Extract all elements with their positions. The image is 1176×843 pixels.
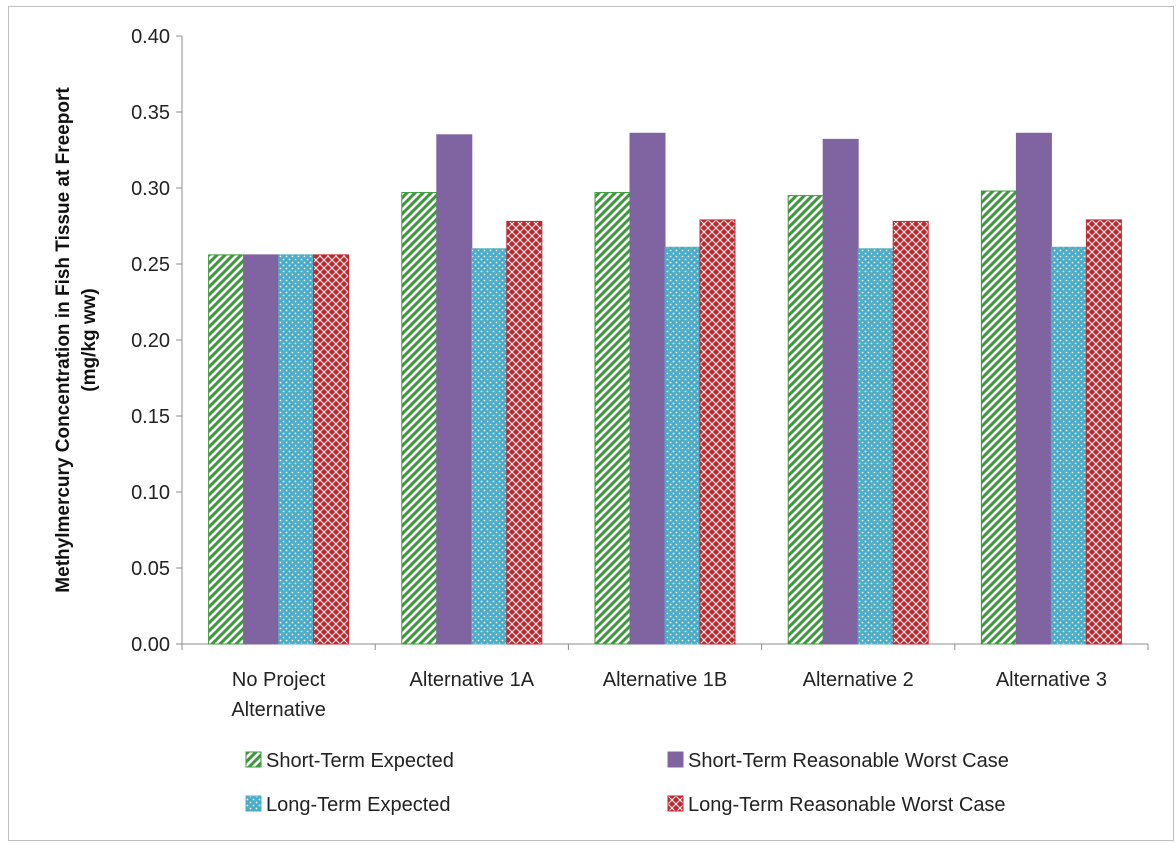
- x-category-label: No Project Alternative: [231, 669, 326, 721]
- y-tick-label: 0.15: [131, 406, 170, 428]
- bar: [980, 190, 1017, 645]
- bar: [892, 220, 929, 645]
- y-tick-label: 0.05: [131, 558, 170, 580]
- legend-label: Short-Term Expected: [266, 750, 454, 772]
- y-tick-label: 0.25: [131, 254, 170, 276]
- legend-label: Long-Term Reasonable Worst Case: [688, 794, 1006, 816]
- legend: Short-Term Expected Short-Term Reasonable…: [245, 750, 1009, 816]
- legend-label: Long-Term Expected: [266, 794, 451, 816]
- x-axis-labels: No Project Alternative Alternative 1A Alter…: [231, 669, 1107, 721]
- y-tick-label: 0.20: [131, 330, 170, 352]
- y-tick-label: 0.00: [131, 634, 170, 656]
- bar: [1050, 246, 1087, 645]
- bar: [1085, 219, 1122, 645]
- bar: [471, 248, 508, 645]
- bar: [857, 248, 894, 645]
- x-category-label: Alternative 2: [803, 669, 914, 691]
- bar: [822, 138, 859, 645]
- bars: [181, 132, 1149, 650]
- y-tick-label: 0.30: [131, 178, 170, 200]
- bar: [243, 254, 280, 645]
- x-category-label: Alternative 1B: [603, 669, 728, 691]
- legend-swatch: [667, 795, 684, 812]
- bar: [208, 254, 245, 645]
- bar: [664, 246, 701, 645]
- bar: [787, 195, 824, 645]
- y-axis-ticks: 0.00 0.05 0.10 0.15 0.20 0.25 0.30 0.35 0.40: [131, 26, 182, 656]
- bar: [278, 254, 315, 645]
- bar: [1015, 132, 1052, 645]
- y-axis-title-line-2: (mg/kg ww): [79, 288, 100, 391]
- bar: [506, 220, 543, 645]
- bar: [401, 192, 438, 645]
- bar: [594, 192, 631, 645]
- y-axis-title: Methylmercury Concentration in Fish Tiss…: [53, 87, 100, 593]
- legend-label: Short-Term Reasonable Worst Case: [688, 750, 1009, 772]
- legend-swatch: [245, 795, 262, 812]
- chart-frame: [8, 6, 1174, 841]
- bar: [629, 132, 666, 645]
- y-tick-label: 0.10: [131, 482, 170, 504]
- bar: [313, 254, 350, 645]
- legend-swatch: [667, 751, 684, 768]
- x-category-label: Alternative 1A: [410, 669, 535, 691]
- x-category-label: Alternative 3: [996, 669, 1107, 691]
- y-axis-title-line-1: Methylmercury Concentration in Fish Tiss…: [53, 87, 74, 593]
- bar: [436, 134, 473, 645]
- y-tick-label: 0.40: [131, 26, 170, 48]
- legend-swatch: [245, 751, 262, 768]
- bar: [699, 219, 736, 645]
- y-tick-label: 0.35: [131, 102, 170, 124]
